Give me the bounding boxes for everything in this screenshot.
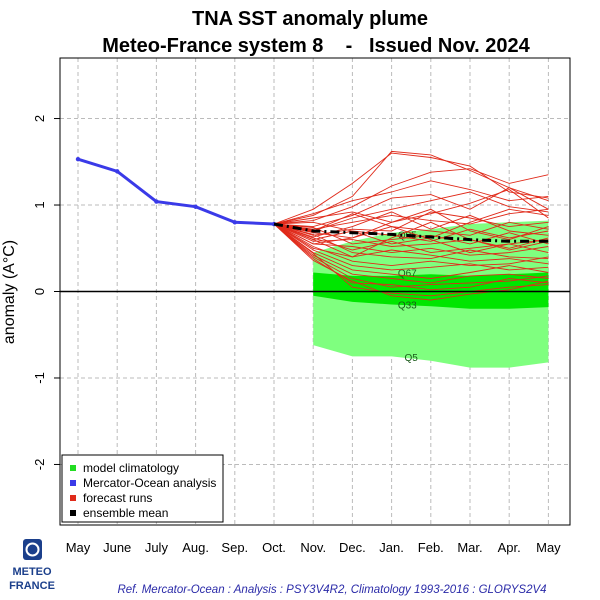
logo-text-line1: METEO (12, 566, 52, 578)
legend-swatch (70, 510, 76, 516)
chart-subtitle: Meteo-France system 8 - Issued Nov. 2024 (102, 35, 530, 57)
x-tick-label: Feb. (418, 540, 444, 555)
legend-label: ensemble mean (83, 506, 168, 520)
forecast-run-line (273, 223, 549, 279)
y-axis: -2 -1 0 1 2 (32, 115, 60, 470)
forecast-run-line (273, 187, 549, 228)
forecast-run-line (273, 221, 549, 239)
forecast-run-line (273, 211, 549, 236)
reference-footer: Ref. Mercator-Ocean : Analysis : PSY3V4R… (117, 584, 546, 596)
x-tick-label: June (103, 540, 131, 555)
quantile-label-q5: Q5 (405, 353, 419, 364)
analysis-series (75, 156, 277, 227)
x-tick-label: Aug. (182, 540, 209, 555)
forecast-run-line (273, 223, 549, 256)
x-tick-label: Nov. (300, 540, 326, 555)
legend-label: Mercator-Ocean analysis (83, 476, 216, 490)
analysis-point (75, 156, 81, 162)
x-tick-label: Mar. (457, 540, 482, 555)
forecast-run-line (273, 223, 549, 267)
forecast-run-line (273, 223, 549, 284)
x-tick-label: May (536, 540, 561, 555)
forecast-run-line (273, 223, 549, 301)
forecast-run-line (273, 223, 549, 297)
x-tick-label: May (66, 540, 91, 555)
forecast-run-line (273, 213, 549, 254)
legend-swatch (70, 495, 76, 501)
logo-globe-icon (25, 542, 40, 557)
ensemble-mean-line (273, 222, 549, 243)
x-tick-label: July (145, 540, 169, 555)
forecast-run-line (273, 208, 549, 245)
legend-swatch (70, 465, 76, 471)
y-tick-label: 1 (32, 201, 47, 208)
forecast-run-line (273, 223, 549, 254)
forecast-run-line (273, 191, 549, 232)
x-tick-label: Oct. (262, 540, 286, 555)
analysis-point (193, 204, 198, 209)
ensemble-mean-series (273, 222, 549, 243)
y-axis-label: anomaly (A°C) (1, 240, 18, 344)
x-tick-label: Apr. (498, 540, 521, 555)
logo-text-line2: FRANCE (9, 580, 55, 592)
meteo-france-logo: METEO FRANCE (9, 539, 55, 592)
forecast-run-line (273, 221, 549, 258)
forecast-run-line (273, 223, 549, 242)
forecast-run-line (273, 223, 549, 271)
y-tick-label: 0 (32, 288, 47, 295)
forecast-run-line (273, 223, 549, 288)
analysis-point (232, 220, 237, 225)
legend-label: forecast runs (83, 491, 152, 505)
x-tick-label: Sep. (221, 540, 248, 555)
legend-box (61, 454, 224, 523)
forecast-run-line (273, 223, 549, 265)
legend-swatch (70, 480, 76, 486)
forecast-runs (273, 150, 549, 301)
forecast-run-line (273, 223, 549, 249)
logo-emblem-icon (23, 539, 42, 560)
y-tick-label: -1 (32, 372, 47, 384)
forecast-run-line (273, 223, 549, 291)
quantile-label-q33: Q33 (398, 300, 417, 311)
forecast-run-line (273, 188, 549, 225)
x-tick-label: Jan. (379, 540, 404, 555)
chart-title: TNA SST anomaly plume (192, 8, 428, 30)
analysis-point (154, 199, 159, 204)
analysis-line (77, 157, 275, 226)
quantile-label-q67: Q67 (398, 268, 417, 279)
analysis-point (115, 169, 120, 174)
forecast-run-line (273, 150, 549, 225)
forecast-run-line (273, 152, 549, 225)
forecast-run-line (273, 180, 549, 225)
forecast-run-line (273, 211, 549, 238)
legend-label: model climatology (83, 461, 179, 475)
x-tick-label: Dec. (339, 540, 366, 555)
y-tick-label: -2 (32, 459, 47, 471)
forecast-run-line (273, 223, 549, 260)
y-tick-label: 2 (32, 115, 47, 122)
forecast-run-line (273, 168, 549, 225)
x-axis: May June July Aug. Sep. Oct. Nov. Dec. Jan. Feb. M… (66, 540, 561, 555)
